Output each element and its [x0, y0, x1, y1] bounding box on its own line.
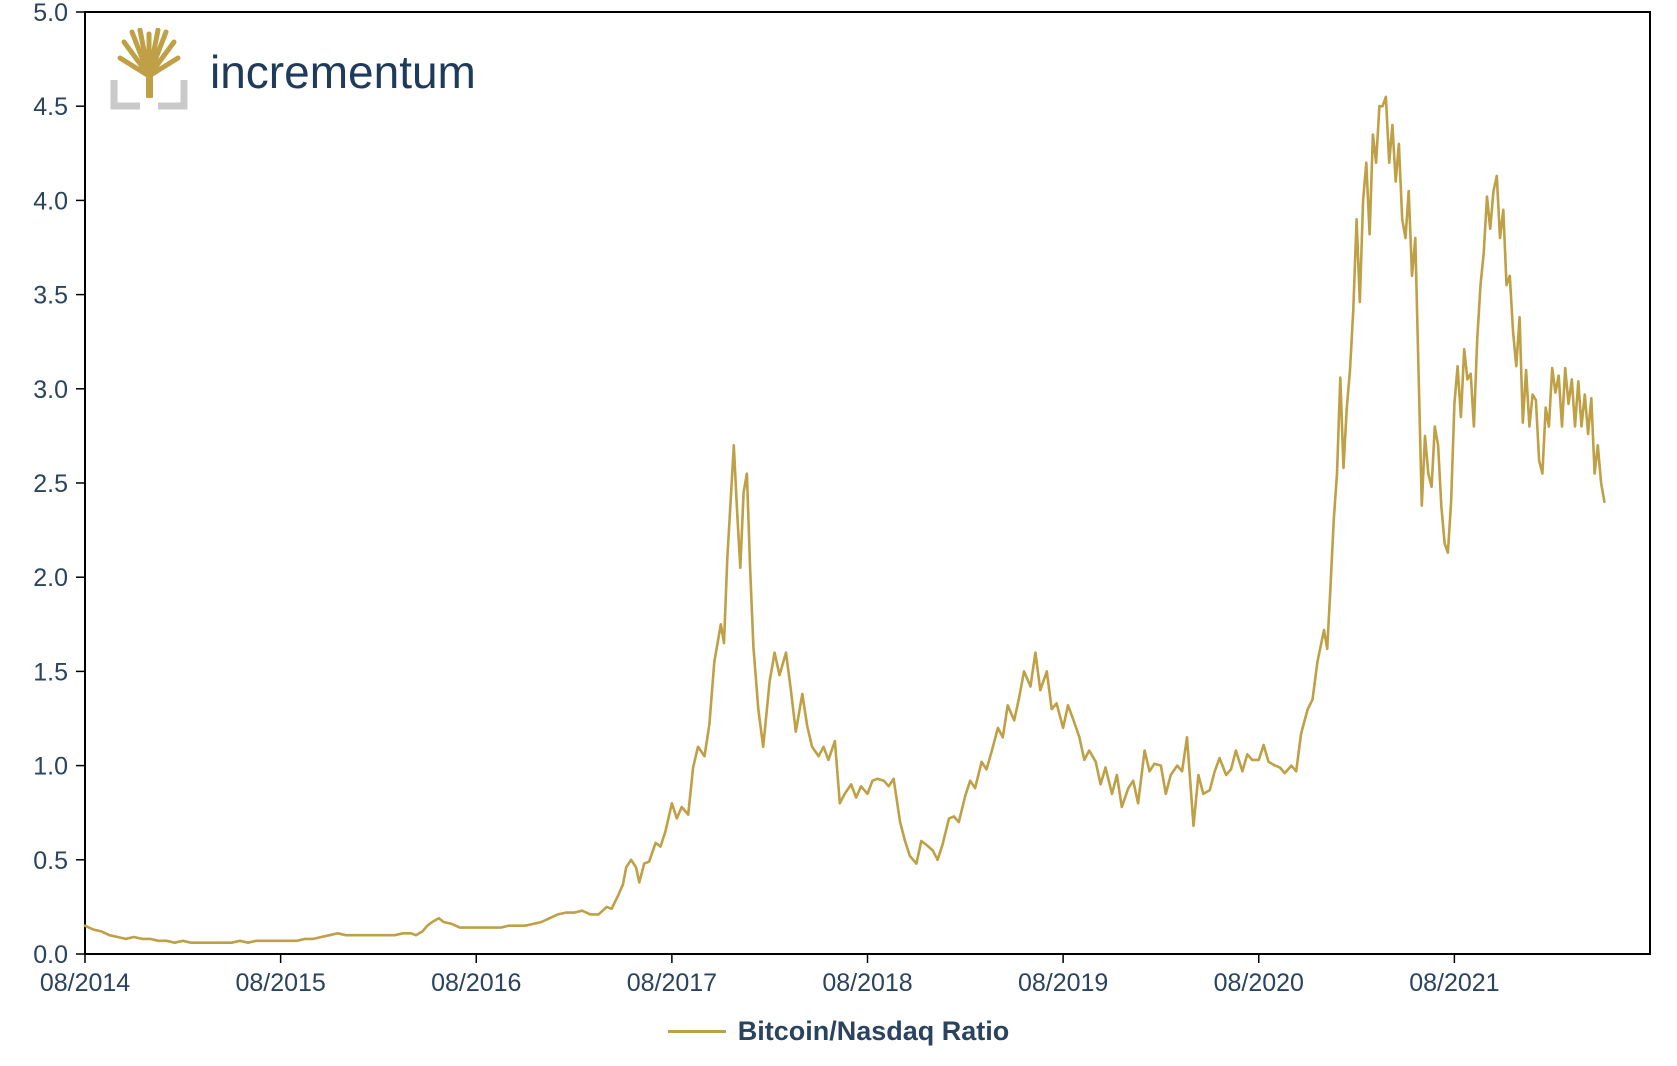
y-tick-label: 4.5 — [33, 93, 68, 121]
x-tick-label: 08/2019 — [1018, 969, 1108, 997]
x-tick-label: 08/2015 — [235, 969, 325, 997]
line-chart-svg: 0.0 0.5 1.0 1.5 2.0 2.5 3.0 3.5 4.0 4.5 5.0 08/2014… — [0, 0, 1677, 1066]
y-tick-label: 4.0 — [33, 187, 68, 215]
y-tick-label: 0.0 — [33, 941, 68, 969]
y-tick-label: 2.0 — [33, 564, 68, 592]
y-tick-label: 1.5 — [33, 658, 68, 686]
y-tick-label: 3.5 — [33, 282, 68, 310]
chart-container: 0.0 0.5 1.0 1.5 2.0 2.5 3.0 3.5 4.0 4.5 5.0 08/2014… — [0, 0, 1677, 1066]
x-tick-label: 08/2021 — [1409, 969, 1499, 997]
chart-legend: Bitcoin/Nasdaq Ratio — [0, 1016, 1677, 1047]
brand-name: incrementum — [210, 45, 476, 99]
tree-logo-icon — [110, 28, 188, 115]
y-tick-label: 0.5 — [33, 847, 68, 875]
y-tick-label: 5.0 — [33, 0, 68, 27]
y-tick-label: 3.0 — [33, 376, 68, 404]
x-tick-label: 08/2014 — [40, 969, 130, 997]
x-tick-label: 08/2016 — [431, 969, 521, 997]
legend-label: Bitcoin/Nasdaq Ratio — [738, 1016, 1010, 1047]
y-tick-label: 1.0 — [33, 753, 68, 781]
brand-logo: incrementum — [110, 28, 476, 115]
x-tick-label: 08/2018 — [822, 969, 912, 997]
y-tick-label: 2.5 — [33, 470, 68, 498]
legend-line-swatch — [668, 1030, 726, 1033]
x-tick-label: 08/2020 — [1214, 969, 1304, 997]
x-tick-label: 08/2017 — [627, 969, 717, 997]
